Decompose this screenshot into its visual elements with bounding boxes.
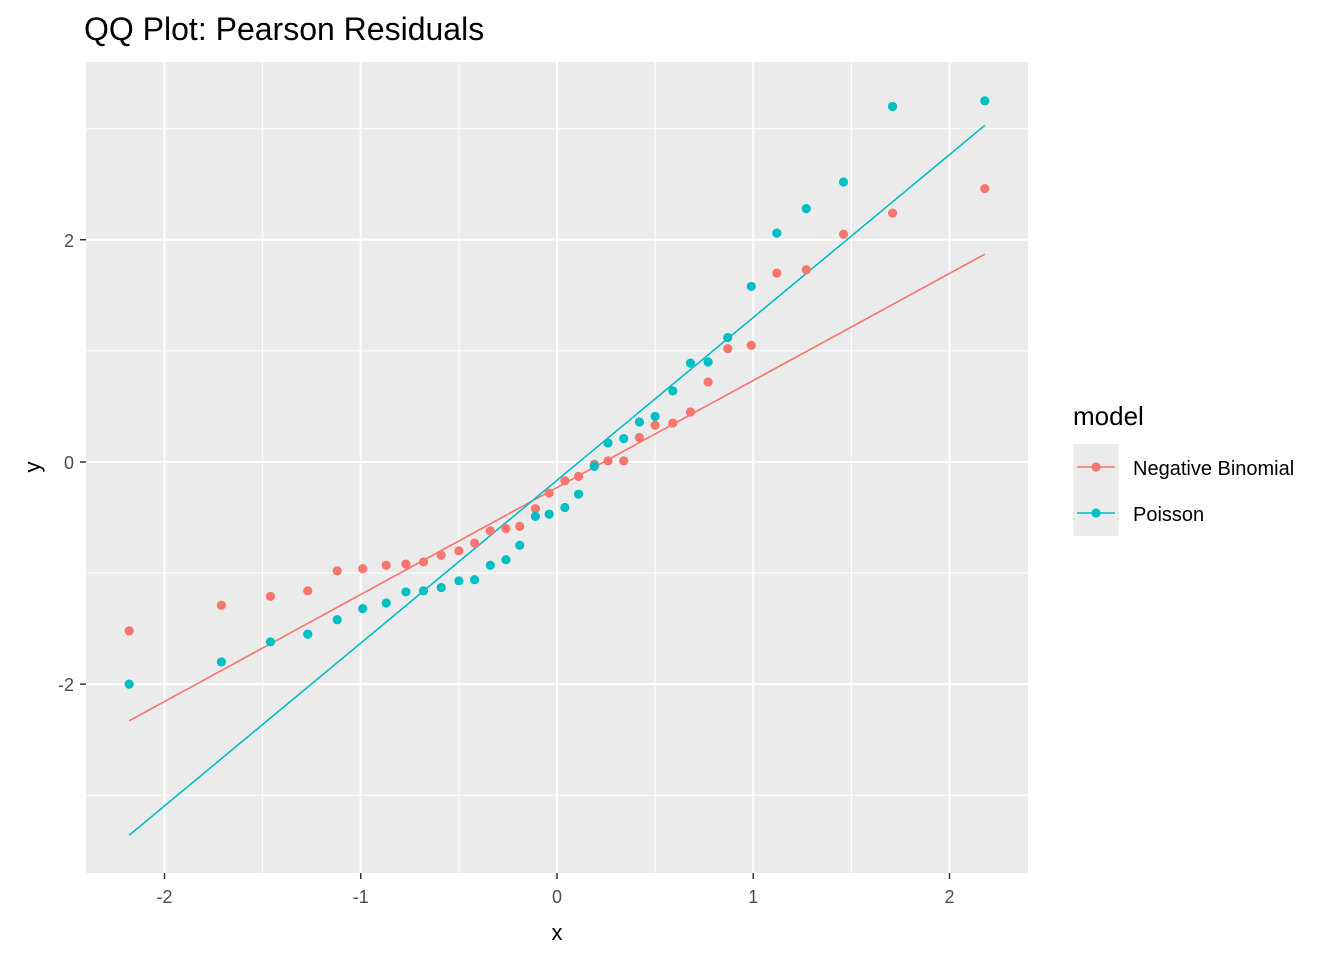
point-poisson	[703, 357, 713, 367]
chart-title: QQ Plot: Pearson Residuals	[84, 11, 484, 47]
point-negative-binomial	[501, 524, 511, 534]
point-negative-binomial	[381, 560, 391, 570]
point-poisson	[381, 598, 391, 608]
point-poisson	[332, 615, 342, 625]
point-poisson	[530, 511, 541, 521]
point-negative-binomial	[603, 456, 613, 466]
point-negative-binomial	[887, 208, 898, 218]
x-tick-label: 1	[748, 887, 758, 907]
point-negative-binomial	[485, 526, 495, 536]
legend-label-poisson: Poisson	[1133, 504, 1204, 526]
x-tick-label: -1	[353, 887, 369, 907]
major-gridlines	[86, 62, 1028, 873]
point-negative-binomial	[436, 550, 446, 560]
point-negative-binomial	[454, 546, 464, 556]
point-poisson	[634, 417, 645, 427]
point-negative-binomial	[216, 600, 227, 610]
point-negative-binomial	[634, 432, 645, 443]
point-poisson	[515, 540, 525, 550]
point-negative-binomial	[801, 265, 811, 275]
point-negative-binomial	[124, 626, 134, 636]
y-tick-label: -2	[58, 675, 74, 695]
point-negative-binomial	[703, 377, 713, 387]
point-poisson	[418, 586, 429, 596]
point-poisson	[887, 101, 898, 112]
point-poisson	[668, 386, 678, 396]
point-negative-binomial	[560, 476, 570, 486]
point-poisson	[772, 228, 782, 238]
point-negative-binomial	[515, 521, 525, 531]
point-poisson	[685, 358, 696, 368]
point-poisson	[560, 502, 570, 513]
x-axis-label: x	[552, 920, 563, 945]
point-poisson	[801, 204, 811, 214]
point-poisson	[723, 332, 733, 343]
point-negative-binomial	[418, 557, 429, 567]
legend-key-point-poisson	[1091, 508, 1101, 518]
point-negative-binomial	[530, 504, 541, 514]
legend-label-negative-binomial: Negative Binomial	[1133, 458, 1294, 480]
data-points	[124, 96, 990, 689]
point-negative-binomial	[723, 344, 733, 354]
point-poisson	[501, 555, 511, 565]
point-poisson	[619, 434, 629, 444]
x-axis-ticks: -2 -1 0 1 2	[156, 873, 955, 907]
point-poisson	[838, 177, 849, 187]
y-tick-label: 2	[64, 231, 74, 251]
x-tick-label: -2	[156, 887, 172, 907]
qq-line-poisson	[128, 124, 986, 836]
point-poisson	[980, 96, 990, 106]
point-poisson	[485, 560, 495, 570]
point-negative-binomial	[573, 471, 584, 481]
point-negative-binomial	[544, 488, 554, 498]
point-negative-binomial	[772, 268, 782, 278]
point-negative-binomial	[303, 586, 313, 596]
y-axis-ticks: -2 0 2	[58, 231, 86, 695]
point-negative-binomial	[401, 559, 411, 569]
point-poisson	[746, 281, 756, 292]
point-poisson	[265, 637, 276, 647]
point-poisson	[303, 629, 313, 639]
point-poisson	[573, 489, 584, 499]
point-negative-binomial	[838, 229, 849, 239]
point-negative-binomial	[685, 407, 696, 417]
point-negative-binomial	[668, 418, 678, 428]
legend-title: model	[1073, 401, 1144, 431]
point-negative-binomial	[265, 591, 276, 601]
y-axis-label: y	[20, 462, 45, 473]
point-negative-binomial	[980, 184, 990, 194]
point-poisson	[650, 411, 660, 421]
legend-key-point-negative-binomial	[1091, 462, 1101, 472]
point-poisson	[124, 679, 134, 689]
point-negative-binomial	[746, 340, 756, 350]
x-tick-label: 0	[552, 887, 562, 907]
point-poisson	[216, 657, 227, 667]
point-negative-binomial	[619, 456, 629, 466]
point-poisson	[544, 509, 554, 519]
point-poisson	[603, 438, 613, 448]
point-poisson	[358, 603, 368, 614]
x-tick-label: 2	[944, 887, 954, 907]
legend: model Negative Binomial Poisson	[1073, 401, 1294, 536]
point-poisson	[469, 575, 480, 585]
point-negative-binomial	[332, 566, 342, 576]
y-tick-label: 0	[64, 453, 74, 473]
point-negative-binomial	[650, 420, 660, 430]
point-negative-binomial	[469, 538, 480, 548]
legend-keys	[1077, 462, 1115, 518]
point-poisson	[454, 576, 464, 586]
point-poisson	[589, 461, 599, 471]
point-negative-binomial	[358, 563, 368, 574]
point-poisson	[401, 587, 411, 597]
point-poisson	[436, 582, 446, 593]
